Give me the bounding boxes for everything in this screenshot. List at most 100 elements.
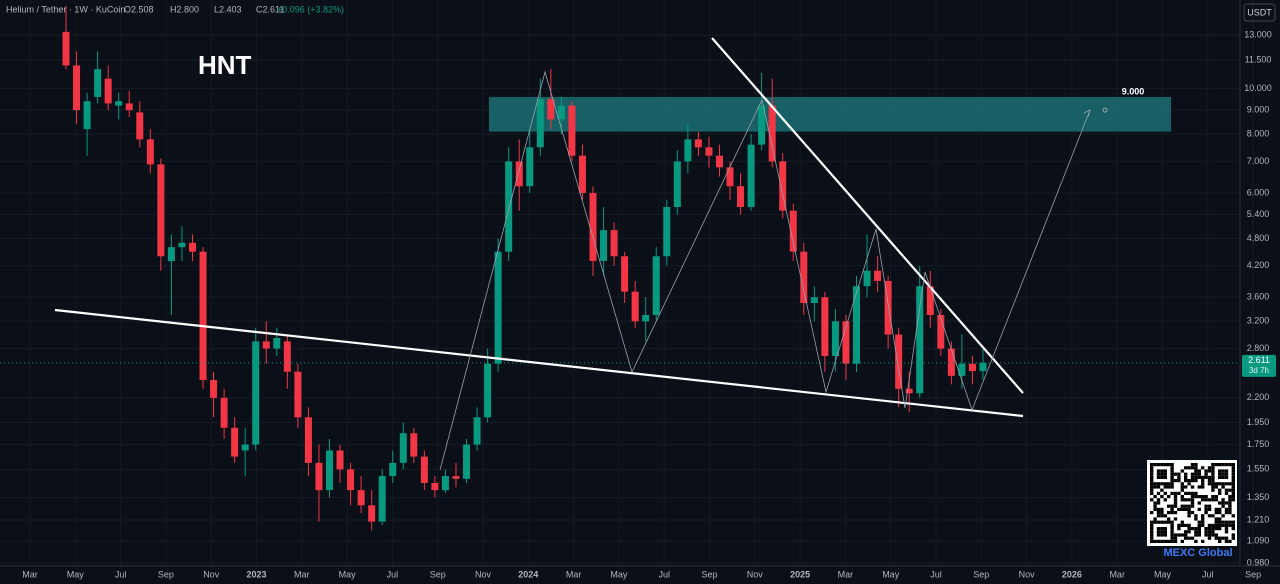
- qr-cell: [1156, 475, 1161, 479]
- qr-cell: [1197, 527, 1201, 531]
- qr-cell: [1221, 469, 1225, 473]
- qr-cell: [1207, 533, 1212, 537]
- y-tick-label: 9.000: [1247, 104, 1270, 114]
- qr-cell: [1218, 523, 1222, 527]
- qr-cell: [1214, 498, 1218, 502]
- qr-cell: [1163, 533, 1167, 537]
- qr-cell: [1190, 511, 1195, 515]
- y-tick-label: 1.550: [1247, 464, 1270, 474]
- qr-cell: [1231, 533, 1235, 537]
- qr-cell: [1156, 501, 1161, 505]
- qr-cell: [1231, 495, 1235, 499]
- qr-cell: [1153, 507, 1157, 511]
- qr-cell: [1187, 511, 1191, 515]
- qr-cell: [1160, 527, 1164, 531]
- qr-cell: [1177, 507, 1181, 511]
- qr-cell: [1214, 463, 1218, 467]
- qr-cell: [1214, 536, 1218, 540]
- qr-cell: [1224, 530, 1229, 534]
- currency-button[interactable]: [1243, 3, 1276, 22]
- qr-cell: [1201, 479, 1205, 483]
- candle-body: [188, 242, 196, 252]
- candle-body: [905, 388, 913, 394]
- qr-cell: [1180, 504, 1184, 508]
- qr-cell: [1197, 501, 1201, 505]
- candle-body: [94, 69, 102, 97]
- qr-cell: [1153, 482, 1157, 486]
- qr-cell: [1224, 475, 1229, 479]
- qr-cell: [1177, 479, 1181, 483]
- qr-cell: [1173, 539, 1178, 543]
- qr-cell: [1163, 469, 1167, 473]
- qr-cell: [1207, 479, 1212, 483]
- y-tick-label: 1.350: [1247, 492, 1270, 502]
- qr-cell: [1187, 507, 1191, 511]
- x-tick-label: Jul: [387, 569, 399, 579]
- candle-body: [167, 247, 175, 261]
- qr-cell: [1224, 511, 1229, 515]
- qr-cell: [1150, 475, 1154, 479]
- x-tick-label: Sep: [973, 569, 989, 579]
- qr-cell: [1194, 539, 1198, 543]
- qr-cell: [1184, 536, 1188, 540]
- qr-cell: [1190, 504, 1195, 508]
- candle-body: [747, 144, 755, 208]
- qr-cell: [1190, 527, 1195, 531]
- candle-body: [726, 167, 734, 187]
- candle-body: [715, 155, 723, 168]
- qr-cell: [1204, 472, 1208, 476]
- qr-cell: [1150, 498, 1154, 502]
- qr-cell: [1194, 469, 1198, 473]
- last-price-label: 2.611: [1248, 355, 1270, 365]
- candle-body: [652, 256, 660, 316]
- qr-cell: [1156, 530, 1161, 534]
- qr-cell: [1156, 511, 1161, 515]
- qr-cell: [1156, 463, 1161, 467]
- qr-cell: [1160, 539, 1164, 543]
- qr-cell: [1163, 527, 1167, 531]
- qr-cell: [1160, 507, 1164, 511]
- qr-cell: [1170, 530, 1174, 534]
- x-tick-label: Nov: [1019, 569, 1036, 579]
- candle-body: [452, 476, 460, 479]
- qr-cell: [1221, 514, 1225, 518]
- qr-cell: [1194, 527, 1198, 531]
- qr-cell: [1228, 498, 1232, 502]
- qr-cell: [1190, 472, 1195, 476]
- x-tick-label: Nov: [203, 569, 220, 579]
- qr-cell: [1204, 475, 1208, 479]
- qr-cell: [1184, 523, 1188, 527]
- y-tick-label: 1.090: [1247, 536, 1270, 546]
- qr-cell: [1218, 536, 1222, 540]
- qr-cell: [1204, 498, 1208, 502]
- candle-body: [420, 456, 428, 483]
- qr-cell: [1173, 533, 1178, 537]
- qr-cell: [1160, 495, 1164, 499]
- currency-label[interactable]: USDT: [1247, 7, 1272, 17]
- qr-cell: [1150, 530, 1154, 534]
- qr-cell: [1194, 517, 1198, 521]
- qr-cell: [1214, 511, 1218, 515]
- x-tick-label: May: [339, 569, 357, 579]
- qr-cell: [1194, 463, 1198, 467]
- qr-cell: [1184, 507, 1188, 511]
- x-tick-label: Mar: [22, 569, 38, 579]
- qr-cell: [1180, 469, 1184, 473]
- candle-body: [378, 476, 386, 522]
- candle-body: [536, 99, 544, 148]
- qr-cell: [1218, 539, 1222, 543]
- qr-cell: [1211, 498, 1215, 502]
- y-tick-label: 7.000: [1247, 156, 1270, 166]
- qr-cell: [1197, 523, 1201, 527]
- x-tick-label: Sep: [1245, 569, 1261, 579]
- qr-cell: [1177, 475, 1181, 479]
- candle-body: [336, 450, 344, 470]
- qr-cell: [1231, 491, 1235, 495]
- candle-body: [104, 78, 112, 104]
- qr-cell: [1163, 530, 1167, 534]
- candle-body: [600, 230, 608, 261]
- qr-cell: [1221, 523, 1225, 527]
- qr-cell: [1228, 504, 1232, 508]
- qr-cell: [1170, 466, 1174, 470]
- qr-cell: [1211, 527, 1215, 531]
